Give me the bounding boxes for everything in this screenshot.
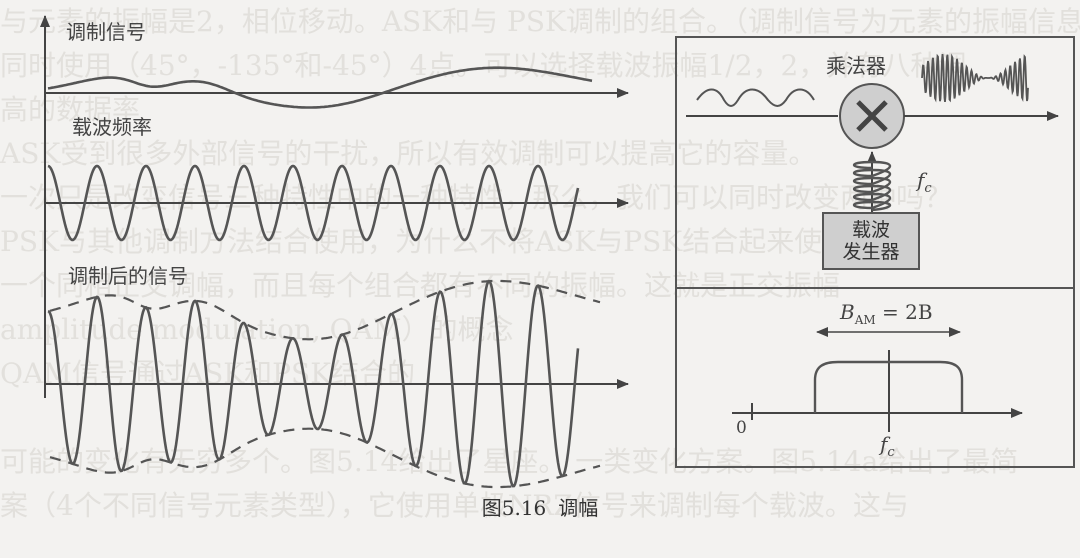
caption-number: 图5.16 [481, 496, 547, 520]
label-modulated-signal: 调制后的信号 [68, 264, 188, 288]
carrier-generator-box: 载波 发生器 [822, 212, 920, 270]
caption-title: 调幅 [558, 496, 599, 520]
bandwidth-equation: = 2B [882, 300, 933, 324]
axis-fc-subscript: c [887, 445, 895, 460]
figure-caption: 图5.16 调幅 [0, 492, 1080, 521]
carrier-generator-label-line1: 载波 [851, 219, 890, 241]
envelope-lower [49, 427, 601, 489]
bandwidth-symbol: B [840, 300, 855, 324]
multiplier-x-icon [856, 100, 888, 132]
modulating-signal-wave [47, 66, 593, 109]
label-modulating-signal: 调制信号 [66, 20, 146, 44]
right-panel-frame [675, 36, 1075, 468]
label-origin: 0 [736, 418, 747, 438]
fc-subscript: c [924, 181, 932, 196]
spectrum-band [813, 360, 964, 413]
label-bandwidth: BAM = 2B [840, 300, 933, 327]
output-am-icon [921, 53, 1029, 103]
envelope-upper [49, 279, 601, 341]
fc-symbol: f [917, 168, 925, 192]
label-carrier-frequency: 载波频率 [72, 115, 152, 139]
input-signal-icon [696, 88, 815, 107]
carrier-wave [47, 164, 580, 242]
label-axis-fc: fc [880, 432, 895, 460]
carrier-oscillation-icon [852, 160, 892, 212]
modulated-wave [47, 279, 580, 488]
label-multiplier: 乘法器 [826, 54, 886, 78]
axis-fc-symbol: f [880, 432, 888, 456]
carrier-generator-label-line2: 发生器 [842, 241, 900, 263]
bandwidth-subscript: AM [854, 313, 876, 327]
label-carrier-fc: fc [917, 168, 932, 196]
